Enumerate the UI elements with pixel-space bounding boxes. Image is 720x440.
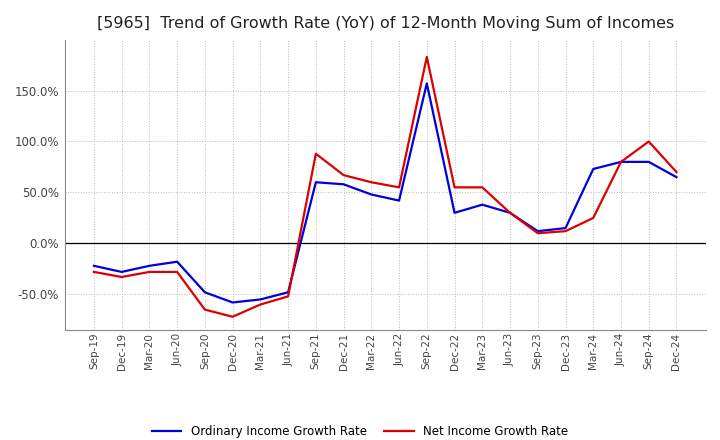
Net Income Growth Rate	[89, 269, 98, 275]
Net Income Growth Rate	[228, 314, 237, 319]
Ordinary Income Growth Rate	[89, 263, 98, 268]
Net Income Growth Rate	[284, 294, 292, 299]
Ordinary Income Growth Rate	[117, 269, 126, 275]
Ordinary Income Growth Rate	[228, 300, 237, 305]
Net Income Growth Rate	[534, 231, 542, 236]
Ordinary Income Growth Rate	[367, 192, 376, 197]
Net Income Growth Rate	[644, 139, 653, 144]
Ordinary Income Growth Rate	[395, 198, 403, 203]
Net Income Growth Rate	[201, 307, 210, 312]
Net Income Growth Rate	[339, 172, 348, 178]
Ordinary Income Growth Rate	[561, 225, 570, 231]
Net Income Growth Rate	[423, 54, 431, 59]
Ordinary Income Growth Rate	[450, 210, 459, 216]
Ordinary Income Growth Rate	[339, 182, 348, 187]
Net Income Growth Rate	[367, 180, 376, 185]
Net Income Growth Rate	[478, 185, 487, 190]
Ordinary Income Growth Rate	[478, 202, 487, 207]
Ordinary Income Growth Rate	[284, 290, 292, 295]
Net Income Growth Rate	[395, 185, 403, 190]
Line: Net Income Growth Rate: Net Income Growth Rate	[94, 57, 677, 317]
Net Income Growth Rate	[117, 275, 126, 280]
Ordinary Income Growth Rate	[589, 166, 598, 172]
Ordinary Income Growth Rate	[145, 263, 154, 268]
Ordinary Income Growth Rate	[616, 159, 625, 165]
Ordinary Income Growth Rate	[201, 290, 210, 295]
Net Income Growth Rate	[256, 302, 265, 307]
Net Income Growth Rate	[589, 215, 598, 220]
Ordinary Income Growth Rate	[256, 297, 265, 302]
Title: [5965]  Trend of Growth Rate (YoY) of 12-Month Moving Sum of Incomes: [5965] Trend of Growth Rate (YoY) of 12-…	[96, 16, 674, 32]
Legend: Ordinary Income Growth Rate, Net Income Growth Rate: Ordinary Income Growth Rate, Net Income …	[147, 421, 573, 440]
Net Income Growth Rate	[173, 269, 181, 275]
Net Income Growth Rate	[312, 151, 320, 156]
Ordinary Income Growth Rate	[672, 175, 681, 180]
Net Income Growth Rate	[505, 210, 514, 216]
Ordinary Income Growth Rate	[644, 159, 653, 165]
Net Income Growth Rate	[561, 228, 570, 234]
Ordinary Income Growth Rate	[505, 210, 514, 216]
Line: Ordinary Income Growth Rate: Ordinary Income Growth Rate	[94, 84, 677, 302]
Net Income Growth Rate	[450, 185, 459, 190]
Net Income Growth Rate	[145, 269, 154, 275]
Net Income Growth Rate	[672, 169, 681, 175]
Ordinary Income Growth Rate	[423, 81, 431, 86]
Ordinary Income Growth Rate	[312, 180, 320, 185]
Ordinary Income Growth Rate	[534, 228, 542, 234]
Ordinary Income Growth Rate	[173, 259, 181, 264]
Net Income Growth Rate	[616, 159, 625, 165]
